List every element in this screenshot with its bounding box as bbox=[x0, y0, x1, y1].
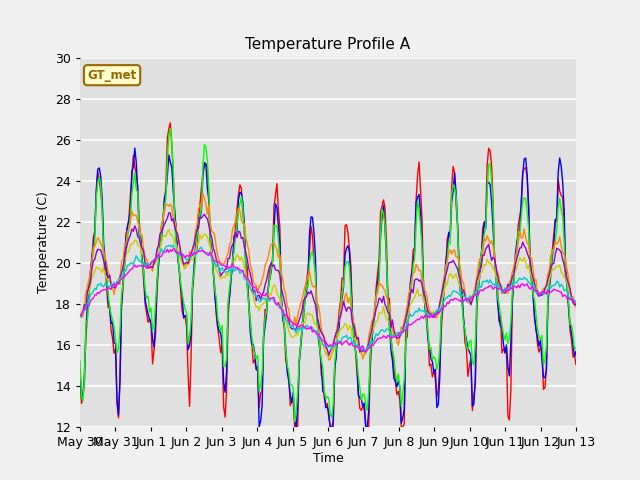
+15cm bbox=[188, 318, 195, 324]
0cm bbox=[491, 268, 499, 274]
Line: +30cm: +30cm bbox=[80, 148, 576, 427]
+30cm bbox=[572, 348, 580, 354]
0cm bbox=[358, 349, 365, 355]
-16cm bbox=[356, 347, 364, 353]
+30cm bbox=[358, 396, 365, 402]
-2cm bbox=[76, 313, 84, 319]
-2cm bbox=[226, 256, 234, 262]
-2cm bbox=[188, 251, 195, 257]
-8cm bbox=[491, 283, 499, 288]
0cm bbox=[165, 227, 173, 233]
+45cm bbox=[485, 145, 493, 151]
+45cm bbox=[358, 408, 365, 413]
Line: +45cm: +45cm bbox=[80, 123, 576, 427]
+5cm bbox=[485, 236, 493, 242]
X-axis label: Time: Time bbox=[312, 452, 344, 465]
+45cm bbox=[82, 333, 90, 339]
+15cm bbox=[76, 358, 84, 364]
-8cm bbox=[356, 345, 364, 351]
Line: -2cm: -2cm bbox=[80, 213, 576, 355]
+30cm bbox=[292, 424, 300, 430]
-16cm bbox=[82, 306, 90, 312]
+15cm bbox=[291, 419, 298, 425]
Line: -16cm: -16cm bbox=[80, 249, 576, 352]
+45cm bbox=[491, 256, 499, 262]
-16cm bbox=[572, 300, 580, 306]
+45cm bbox=[291, 424, 298, 430]
-2cm bbox=[325, 352, 333, 358]
-2cm bbox=[165, 210, 173, 216]
+45cm bbox=[166, 120, 174, 126]
+45cm bbox=[226, 293, 234, 299]
-2cm bbox=[358, 348, 365, 353]
0cm bbox=[572, 300, 580, 306]
Line: 0cm: 0cm bbox=[80, 230, 576, 358]
-16cm bbox=[170, 246, 177, 252]
+15cm bbox=[358, 397, 365, 403]
-16cm bbox=[362, 349, 369, 355]
-16cm bbox=[491, 285, 499, 290]
0cm bbox=[226, 268, 234, 274]
-2cm bbox=[491, 256, 499, 262]
+15cm bbox=[572, 345, 580, 350]
+15cm bbox=[491, 253, 499, 259]
-8cm bbox=[572, 299, 580, 304]
Title: Temperature Profile A: Temperature Profile A bbox=[245, 37, 411, 52]
Y-axis label: Temperature (C): Temperature (C) bbox=[36, 192, 49, 293]
+30cm bbox=[188, 331, 195, 336]
-2cm bbox=[82, 304, 90, 310]
+30cm bbox=[485, 180, 493, 185]
+5cm bbox=[186, 249, 193, 254]
+30cm bbox=[491, 254, 499, 260]
+5cm bbox=[226, 242, 234, 248]
0cm bbox=[76, 311, 84, 316]
+5cm bbox=[572, 304, 580, 310]
-8cm bbox=[188, 254, 195, 260]
-16cm bbox=[226, 265, 234, 271]
0cm bbox=[485, 260, 493, 266]
-8cm bbox=[360, 349, 368, 355]
+45cm bbox=[188, 356, 195, 361]
+5cm bbox=[76, 312, 84, 318]
-8cm bbox=[226, 265, 234, 271]
+5cm bbox=[82, 290, 90, 296]
+30cm bbox=[226, 294, 234, 300]
Line: +5cm: +5cm bbox=[80, 194, 576, 360]
-16cm bbox=[485, 284, 493, 290]
+5cm bbox=[491, 254, 499, 260]
-2cm bbox=[485, 241, 493, 247]
+5cm bbox=[325, 357, 333, 363]
-2cm bbox=[572, 302, 580, 308]
-8cm bbox=[82, 304, 90, 310]
+30cm bbox=[76, 367, 84, 372]
+15cm bbox=[82, 323, 90, 329]
+15cm bbox=[485, 162, 493, 168]
-16cm bbox=[76, 312, 84, 318]
-8cm bbox=[76, 314, 84, 320]
+5cm bbox=[199, 192, 207, 197]
-8cm bbox=[485, 280, 493, 286]
+45cm bbox=[572, 361, 580, 367]
+45cm bbox=[76, 370, 84, 376]
0cm bbox=[188, 255, 195, 261]
Line: +15cm: +15cm bbox=[80, 129, 576, 422]
0cm bbox=[82, 301, 90, 307]
0cm bbox=[325, 355, 333, 360]
+15cm bbox=[166, 126, 174, 132]
-16cm bbox=[188, 250, 195, 256]
Line: -8cm: -8cm bbox=[80, 245, 576, 352]
+30cm bbox=[82, 326, 90, 332]
+5cm bbox=[358, 349, 365, 355]
Text: GT_met: GT_met bbox=[88, 69, 137, 82]
-8cm bbox=[170, 242, 177, 248]
+30cm bbox=[131, 145, 139, 151]
+15cm bbox=[226, 284, 234, 289]
